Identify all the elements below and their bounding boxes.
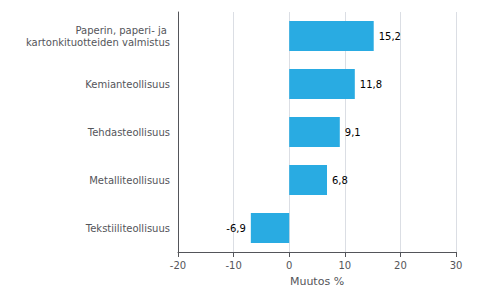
svg-text:Tekstiiliteollisuus: Tekstiiliteollisuus: [85, 223, 170, 234]
svg-text:Metalliteollisuus: Metalliteollisuus: [89, 175, 170, 186]
svg-text:10: 10: [338, 260, 351, 271]
svg-text:11,8: 11,8: [360, 79, 382, 90]
svg-text:-6,9: -6,9: [226, 223, 246, 234]
svg-text:15,2: 15,2: [379, 31, 401, 42]
svg-text:-10: -10: [225, 260, 241, 271]
svg-text:9,1: 9,1: [345, 127, 361, 138]
svg-text:30: 30: [450, 260, 463, 271]
svg-text:20: 20: [394, 260, 407, 271]
svg-text:6,8: 6,8: [332, 175, 348, 186]
svg-text:Paperin, paperi- ja: Paperin, paperi- ja: [75, 25, 170, 36]
svg-text:0: 0: [286, 260, 292, 271]
svg-text:kartonkituotteiden valmistus: kartonkituotteiden valmistus: [26, 37, 170, 48]
svg-text:Tehdasteollisuus: Tehdasteollisuus: [87, 127, 170, 138]
svg-text:Muutos %: Muutos %: [290, 275, 344, 288]
svg-text:Kemianteollisuus: Kemianteollisuus: [85, 79, 170, 90]
svg-text:-20: -20: [170, 260, 186, 271]
